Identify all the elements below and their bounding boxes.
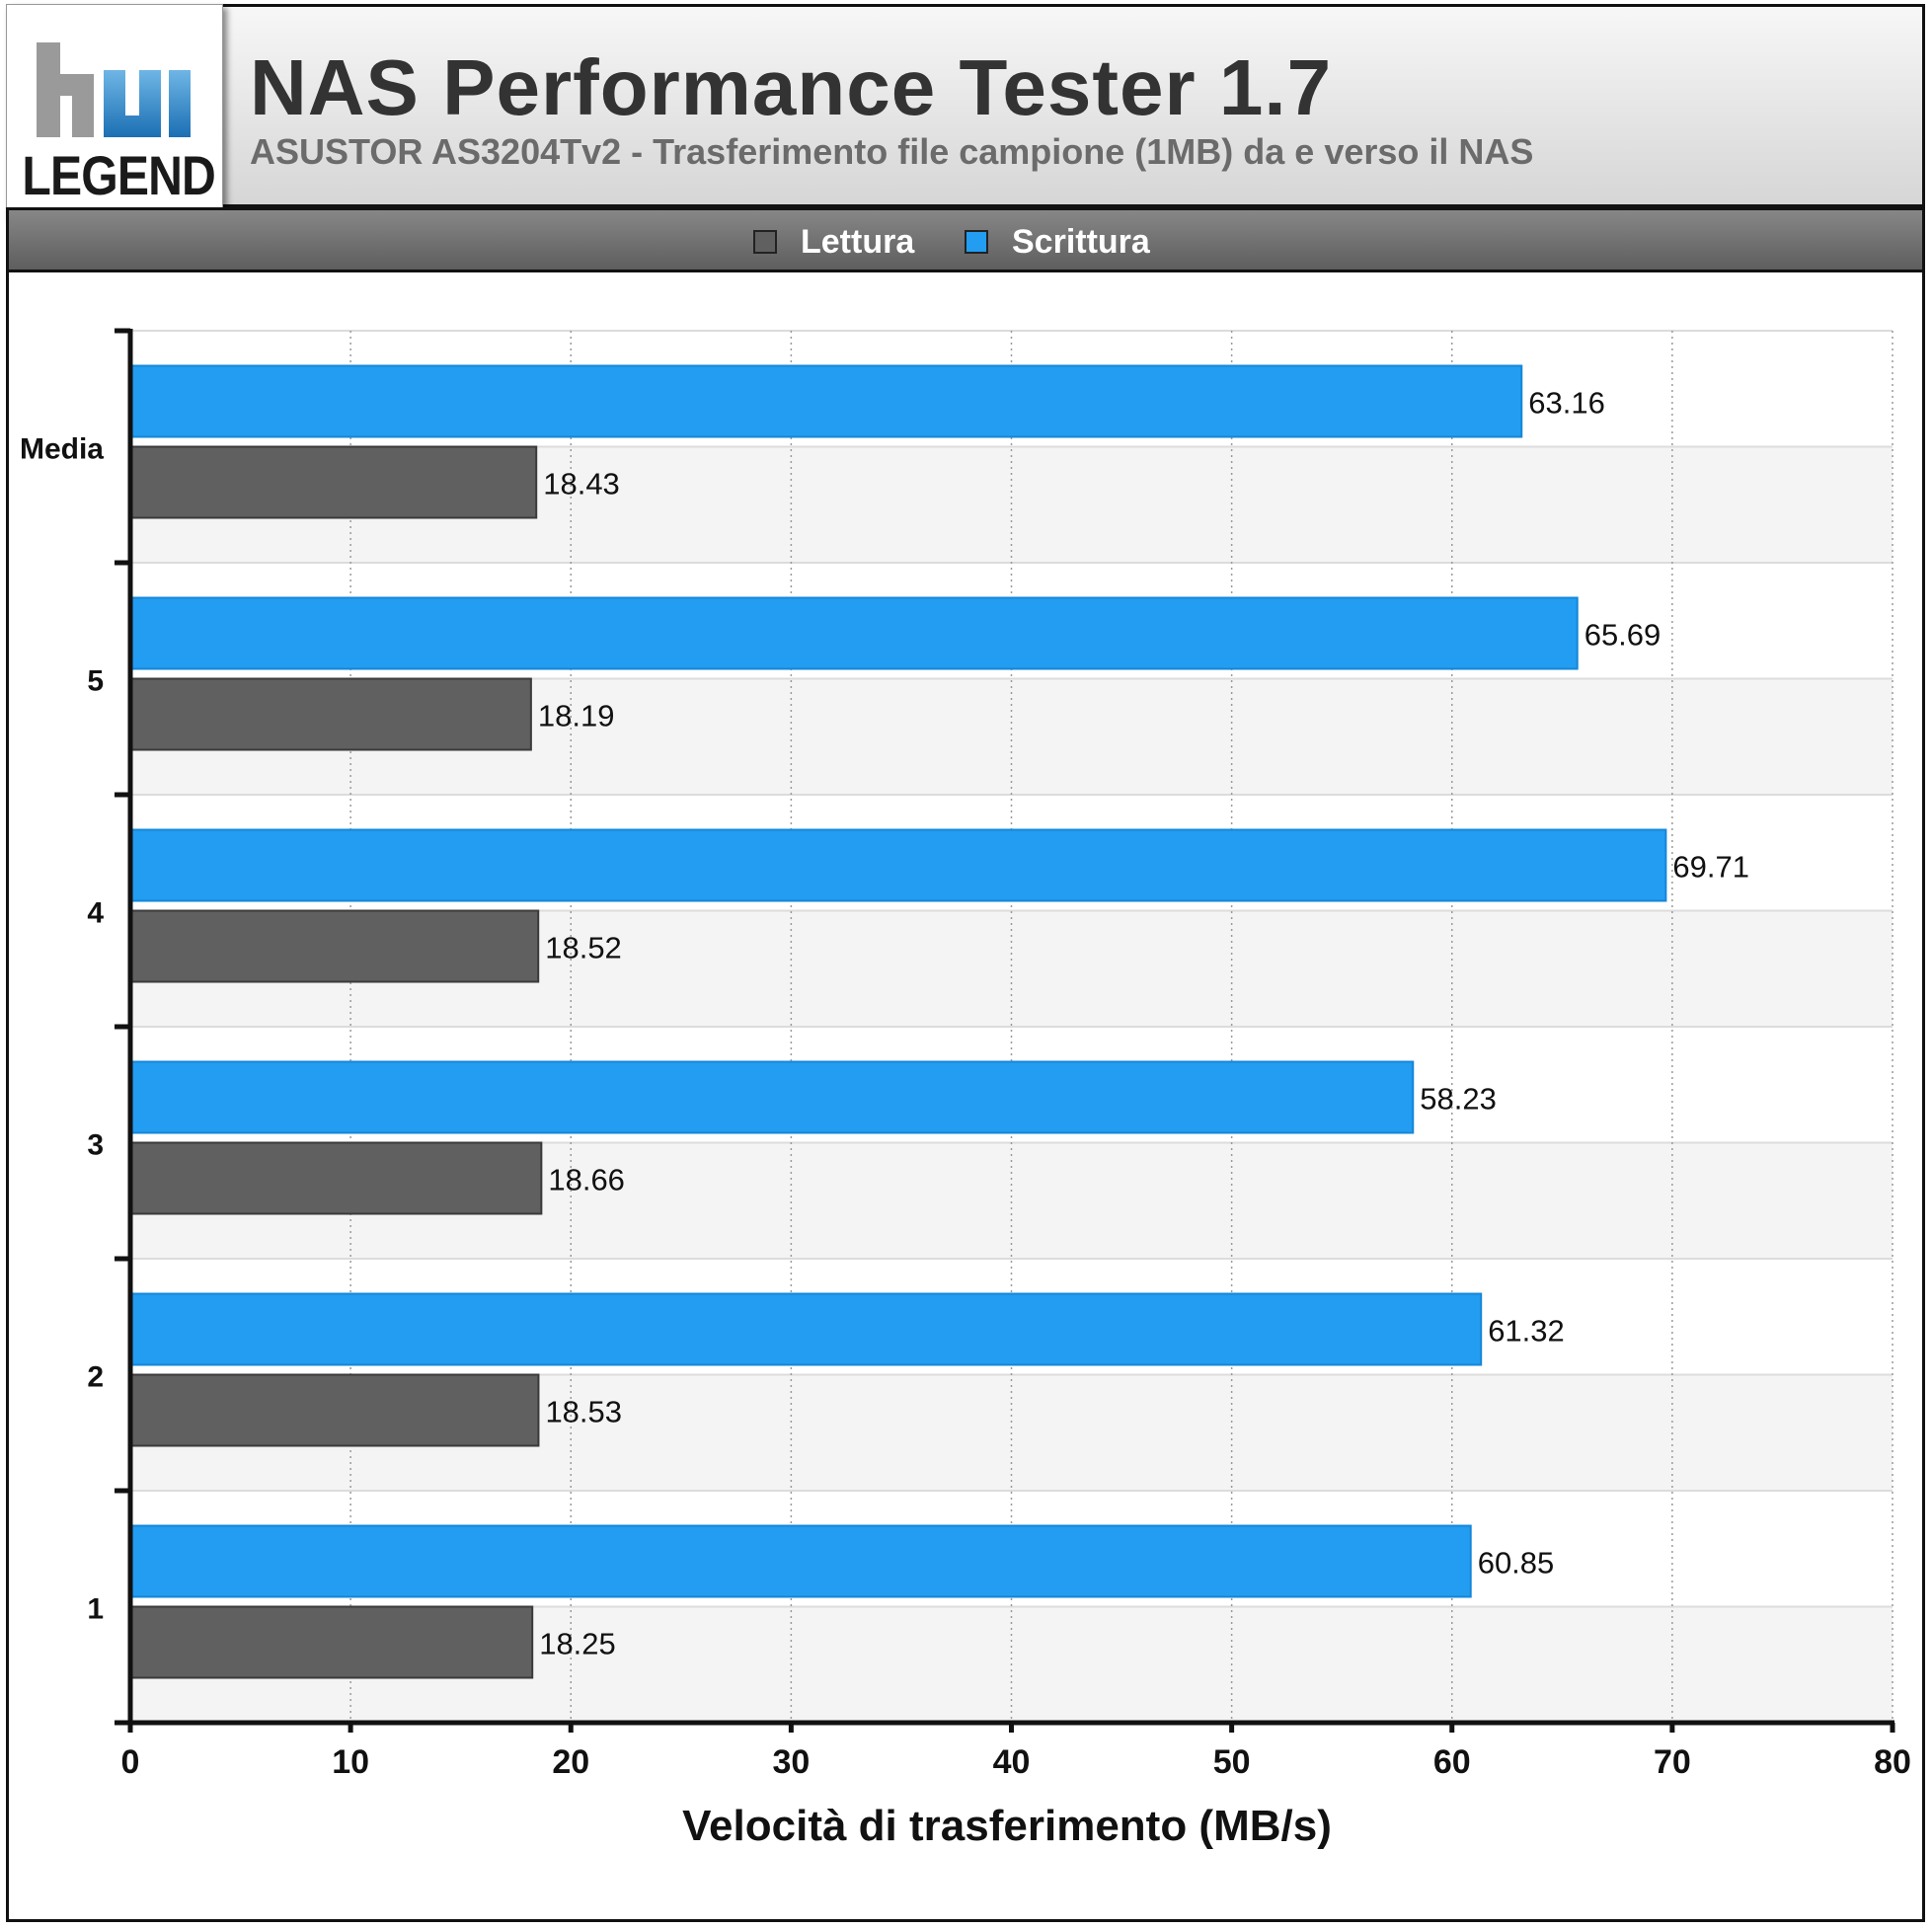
legend-item-scrittura: Scrittura <box>965 222 1150 261</box>
data-label-lettura: 18.52 <box>545 931 622 965</box>
y-tick-label: 5 <box>87 665 104 698</box>
bar-lettura <box>129 445 538 519</box>
chart-subtitle: ASUSTOR AS3204Tv2 - Trasferimento file c… <box>250 131 1534 172</box>
data-label-lettura: 18.66 <box>548 1163 625 1197</box>
bars: 63.16 18.43 65.69 18.19 69.71 18.52 58.23 18.66… <box>129 364 1749 1679</box>
data-label-scrittura: 65.69 <box>1584 618 1662 653</box>
bar-lettura <box>129 677 532 751</box>
bar-scrittura <box>129 1060 1415 1134</box>
y-tick-label: 4 <box>87 897 104 930</box>
bar-lettura <box>129 1373 540 1447</box>
x-tick-label: 30 <box>772 1743 810 1781</box>
logo-text: LEGEND <box>22 144 215 206</box>
legend: Lettura Scrittura <box>6 207 1925 272</box>
x-tick-label: 50 <box>1213 1743 1251 1781</box>
x-tick-label: 70 <box>1654 1743 1691 1781</box>
data-label-lettura: 18.43 <box>543 467 620 502</box>
bar-scrittura <box>129 596 1579 670</box>
data-label-scrittura: 69.71 <box>1672 850 1749 885</box>
x-tick-label: 10 <box>332 1743 369 1781</box>
y-tick-label: 2 <box>87 1361 104 1394</box>
x-tick-label: 80 <box>1874 1743 1911 1781</box>
x-tick-label: 0 <box>121 1743 140 1781</box>
y-tick-label: 1 <box>87 1593 104 1626</box>
data-label-scrittura: 61.32 <box>1488 1314 1565 1349</box>
brand-logo: LEGEND <box>6 4 223 219</box>
data-label-lettura: 18.25 <box>539 1627 616 1661</box>
data-label-lettura: 18.19 <box>538 699 615 733</box>
legend-swatch-scrittura <box>965 230 988 254</box>
chart-title: NAS Performance Tester 1.7 <box>250 43 1333 131</box>
legend-label-lettura: Lettura <box>801 222 915 261</box>
x-tick-label: 40 <box>993 1743 1031 1781</box>
bar-lettura <box>129 1141 543 1215</box>
data-label-scrittura: 63.16 <box>1528 386 1605 421</box>
bar-lettura <box>129 909 540 983</box>
x-tick-label: 20 <box>552 1743 589 1781</box>
data-label-scrittura: 58.23 <box>1420 1082 1497 1117</box>
bar-scrittura <box>129 828 1667 902</box>
gridlines <box>349 331 1893 1723</box>
bar-lettura <box>129 1605 534 1679</box>
chart-header: NAS Performance Tester 1.7 ASUSTOR AS320… <box>6 4 1925 207</box>
legend-swatch-lettura <box>753 230 777 254</box>
legend-label-scrittura: Scrittura <box>1012 222 1150 261</box>
x-axis-label: Velocità di trasferimento (MB/s) <box>682 1802 1332 1850</box>
bar-scrittura <box>129 1292 1483 1366</box>
data-label-scrittura: 60.85 <box>1478 1546 1555 1581</box>
legend-item-lettura: Lettura <box>753 222 915 261</box>
logo-mark-icon <box>37 42 191 137</box>
x-tick-label: 60 <box>1433 1743 1471 1781</box>
y-tick-label: Media <box>20 433 104 466</box>
data-label-lettura: 18.53 <box>545 1395 622 1429</box>
y-tick-label: 3 <box>87 1129 104 1162</box>
axes: 0 10 20 30 40 50 60 70 80 Media 5 4 3 2 1 <box>20 328 1911 1781</box>
bar-scrittura <box>129 1524 1472 1598</box>
bar-scrittura <box>129 364 1523 438</box>
